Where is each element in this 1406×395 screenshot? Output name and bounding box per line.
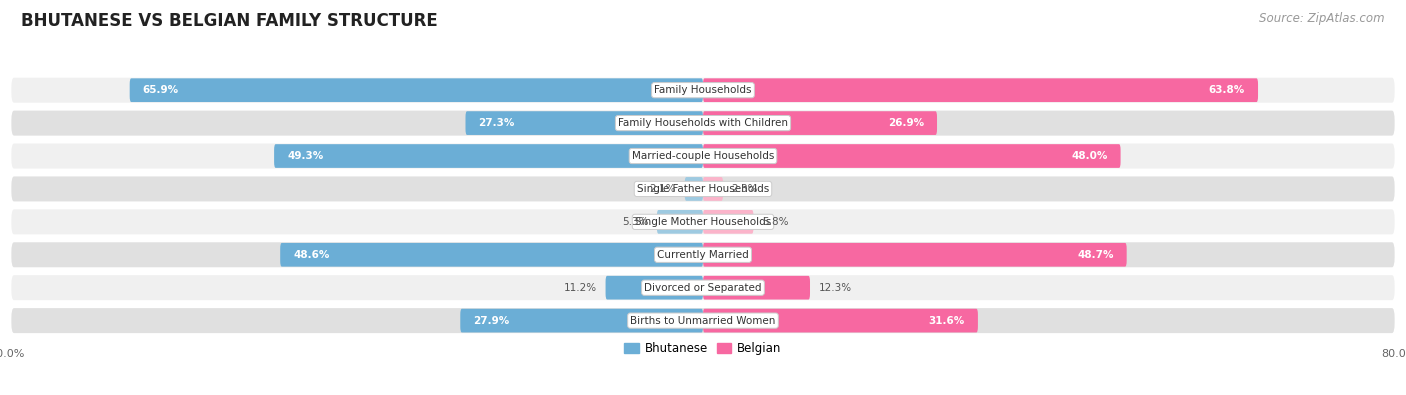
Text: 27.3%: 27.3% — [478, 118, 515, 128]
FancyBboxPatch shape — [11, 78, 1395, 103]
FancyBboxPatch shape — [657, 210, 703, 234]
FancyBboxPatch shape — [460, 309, 703, 333]
Text: Single Father Households: Single Father Households — [637, 184, 769, 194]
Text: BHUTANESE VS BELGIAN FAMILY STRUCTURE: BHUTANESE VS BELGIAN FAMILY STRUCTURE — [21, 12, 437, 30]
FancyBboxPatch shape — [11, 209, 1395, 234]
Text: 11.2%: 11.2% — [564, 283, 598, 293]
Text: 48.6%: 48.6% — [294, 250, 329, 260]
FancyBboxPatch shape — [703, 276, 810, 299]
Text: 26.9%: 26.9% — [887, 118, 924, 128]
Text: 65.9%: 65.9% — [143, 85, 179, 95]
FancyBboxPatch shape — [685, 177, 703, 201]
FancyBboxPatch shape — [703, 144, 1121, 168]
FancyBboxPatch shape — [11, 143, 1395, 169]
FancyBboxPatch shape — [280, 243, 703, 267]
Text: 48.0%: 48.0% — [1071, 151, 1108, 161]
FancyBboxPatch shape — [274, 144, 703, 168]
Text: 63.8%: 63.8% — [1209, 85, 1244, 95]
FancyBboxPatch shape — [703, 210, 754, 234]
Text: 2.3%: 2.3% — [731, 184, 758, 194]
Text: 27.9%: 27.9% — [474, 316, 509, 325]
Text: 5.3%: 5.3% — [621, 217, 648, 227]
Text: Births to Unmarried Women: Births to Unmarried Women — [630, 316, 776, 325]
Text: Single Mother Households: Single Mother Households — [636, 217, 770, 227]
FancyBboxPatch shape — [703, 177, 723, 201]
Text: 48.7%: 48.7% — [1077, 250, 1114, 260]
FancyBboxPatch shape — [703, 309, 979, 333]
Text: 31.6%: 31.6% — [928, 316, 965, 325]
Legend: Bhutanese, Belgian: Bhutanese, Belgian — [620, 337, 786, 360]
Text: Source: ZipAtlas.com: Source: ZipAtlas.com — [1260, 12, 1385, 25]
FancyBboxPatch shape — [129, 78, 703, 102]
Text: Family Households: Family Households — [654, 85, 752, 95]
Text: Divorced or Separated: Divorced or Separated — [644, 283, 762, 293]
FancyBboxPatch shape — [11, 177, 1395, 201]
FancyBboxPatch shape — [11, 308, 1395, 333]
FancyBboxPatch shape — [703, 243, 1126, 267]
FancyBboxPatch shape — [11, 242, 1395, 267]
Text: 2.1%: 2.1% — [650, 184, 676, 194]
FancyBboxPatch shape — [606, 276, 703, 299]
Text: 49.3%: 49.3% — [287, 151, 323, 161]
FancyBboxPatch shape — [703, 111, 936, 135]
Text: 5.8%: 5.8% — [762, 217, 789, 227]
FancyBboxPatch shape — [11, 111, 1395, 135]
FancyBboxPatch shape — [465, 111, 703, 135]
Text: Married-couple Households: Married-couple Households — [631, 151, 775, 161]
Text: Currently Married: Currently Married — [657, 250, 749, 260]
Text: Family Households with Children: Family Households with Children — [619, 118, 787, 128]
FancyBboxPatch shape — [11, 275, 1395, 300]
Text: 12.3%: 12.3% — [818, 283, 852, 293]
FancyBboxPatch shape — [703, 78, 1258, 102]
